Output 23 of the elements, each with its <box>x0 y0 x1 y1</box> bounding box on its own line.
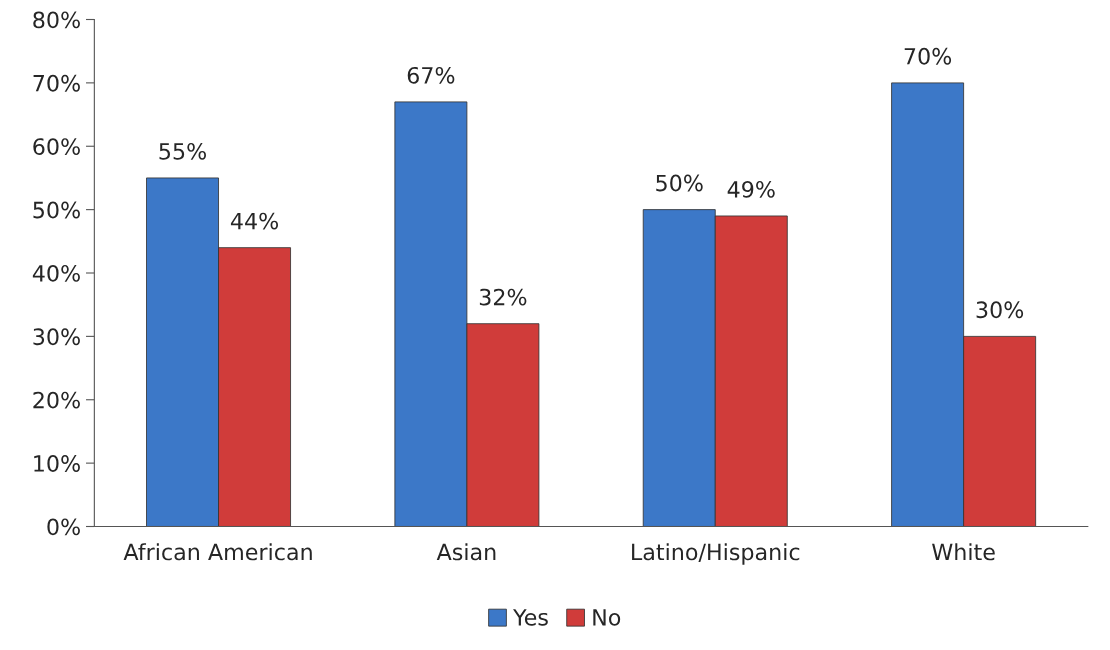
data-label: 49% <box>727 180 775 198</box>
y-tick-label: 70% <box>33 74 80 92</box>
x-tick-label: Asian <box>436 543 496 561</box>
data-label: 32% <box>479 288 527 306</box>
data-label: 70% <box>904 47 952 65</box>
data-label: 44% <box>230 212 279 230</box>
x-tick-label: African American <box>123 543 312 561</box>
legend-label: Yes <box>513 609 548 626</box>
y-tick-label: 50% <box>33 201 80 219</box>
y-tick-label: 30% <box>33 328 80 346</box>
y-tick-label: 80% <box>33 11 80 29</box>
y-tick-label: 60% <box>33 138 80 156</box>
data-label: 30% <box>976 301 1024 319</box>
data-label: 50% <box>656 174 703 192</box>
x-tick-label: White <box>932 543 995 561</box>
y-tick-label: 10% <box>34 455 80 472</box>
y-tick-label: 40% <box>32 264 80 282</box>
data-label: 67% <box>407 66 455 84</box>
x-tick-label: Latino/Hispanic <box>632 543 800 565</box>
legend-label: No <box>593 609 621 626</box>
data-label: 55% <box>159 142 206 160</box>
y-tick-label: 0% <box>47 518 80 536</box>
y-tick-label: 20% <box>33 391 80 409</box>
